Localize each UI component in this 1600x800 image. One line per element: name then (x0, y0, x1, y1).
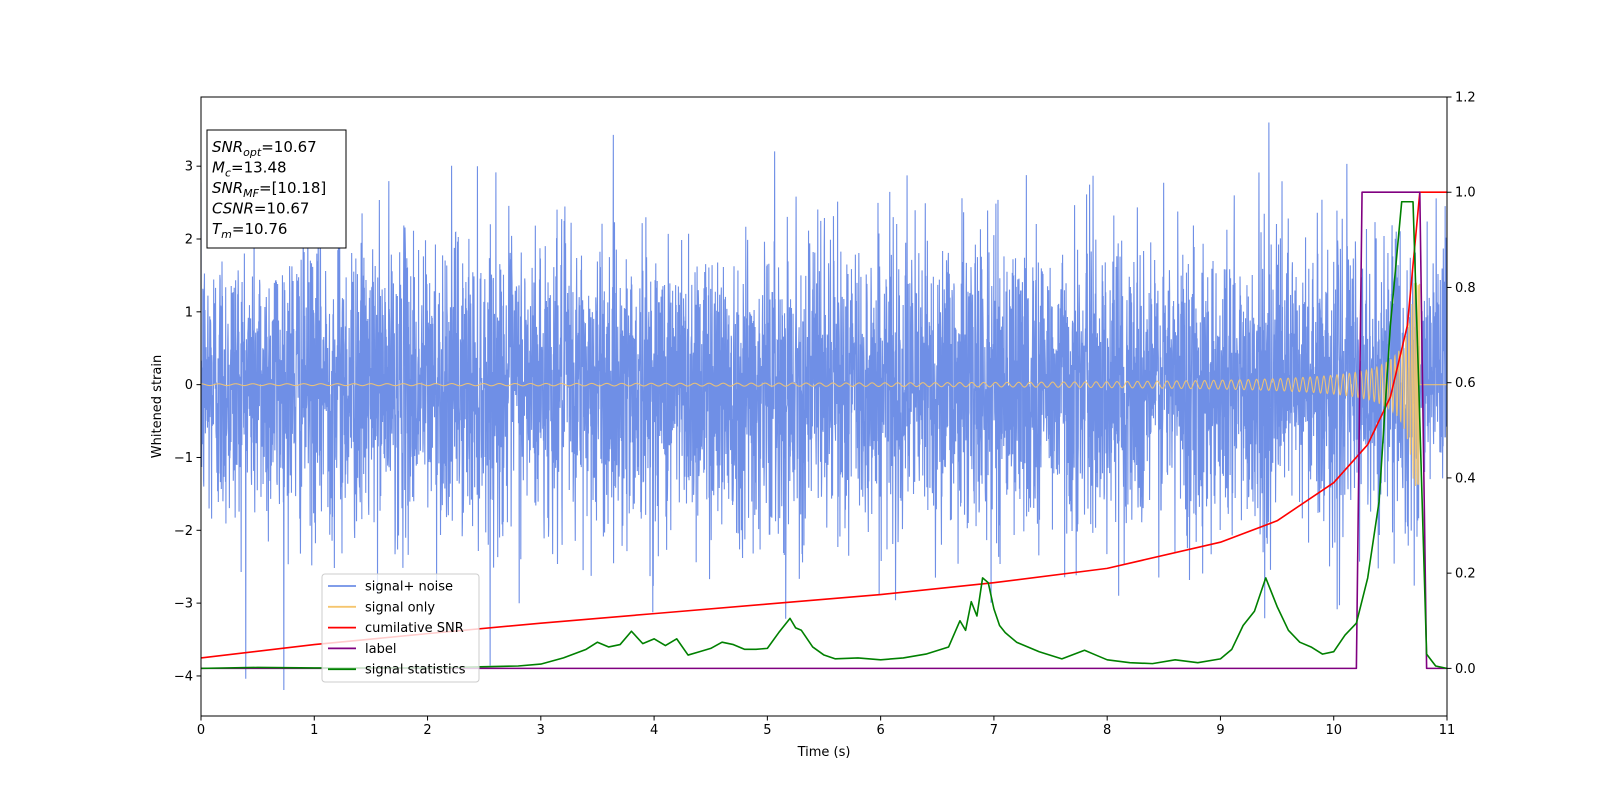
snr-annotation-box: SNRopt=10.67Mc=13.48SNRMF=[10.18]CSNR=10… (206, 129, 347, 249)
axes: 0 1 2 3 4 5 6 7 8 9 10 11 −4 −3 −2 −1 0 1 2 3 0.0 0.2 0.4 0.6 0.… (150, 91, 1476, 761)
series-cumilative-snr-line (201, 191, 1447, 659)
y-tick-label: 0 (185, 378, 193, 393)
series-signal-noise-line (201, 122, 1447, 691)
legend: signal+ noise signal only cumilative SNR la… (321, 573, 480, 683)
x-tick-label: 3 (537, 723, 545, 738)
x-tick-label: 10 (1325, 723, 1342, 738)
x-tick-label: 9 (1216, 723, 1224, 738)
x-tick-label: 5 (763, 723, 771, 738)
y-tick-label: −2 (174, 524, 193, 539)
y2-tick-label: 0.6 (1455, 376, 1476, 391)
legend-label: cumilative SNR (365, 621, 464, 636)
y2-tick-label: 0.4 (1455, 471, 1476, 486)
y-tick-label: −1 (174, 451, 193, 466)
legend-label: signal only (365, 600, 435, 615)
y-tick-label: −4 (174, 669, 193, 684)
x-tick-label: 2 (423, 723, 431, 738)
x-axis-label: Time (s) (797, 745, 851, 760)
legend-label: signal statistics (365, 663, 466, 678)
annotation-box-frame (206, 129, 347, 249)
y-tick-label: 1 (185, 305, 193, 320)
annotation-line: Tm=10.76 (212, 220, 287, 241)
y-axis-label: Whitened strain (150, 355, 165, 458)
y-tick-label: −3 (174, 597, 193, 612)
legend-label: label (365, 642, 396, 657)
x-tick-label: 8 (1103, 723, 1111, 738)
series-signal-only-line (201, 282, 1447, 487)
y2-tick-label: 1.2 (1455, 91, 1476, 106)
x-tick-label: 0 (197, 723, 205, 738)
y-tick-label: 3 (185, 160, 193, 175)
x-tick-label: 1 (310, 723, 318, 738)
x-tick-label: 6 (876, 723, 884, 738)
y-tick-label: 2 (185, 233, 193, 248)
x-tick-label: 11 (1439, 723, 1456, 738)
annotation-line: Mc=13.48 (212, 159, 287, 180)
y2-tick-label: 1.0 (1455, 186, 1476, 201)
series-signal-statistics-line (201, 200, 1447, 670)
series-label-line (201, 191, 1447, 670)
x-tick-label: 7 (990, 723, 998, 738)
annotation-line: SNRMF=[10.18] (212, 179, 326, 200)
x-tick-label: 4 (650, 723, 658, 738)
y2-tick-label: 0.0 (1455, 662, 1476, 677)
axes-frame (200, 96, 1448, 717)
y2-tick-label: 0.2 (1455, 567, 1476, 582)
annotation-line: CSNR=10.67 (212, 200, 309, 218)
y2-tick-label: 0.8 (1455, 281, 1476, 296)
annotation-line: SNRopt=10.67 (212, 138, 317, 159)
legend-label: signal+ noise (365, 580, 453, 595)
plot-area (201, 122, 1447, 691)
legend-frame (321, 573, 480, 683)
